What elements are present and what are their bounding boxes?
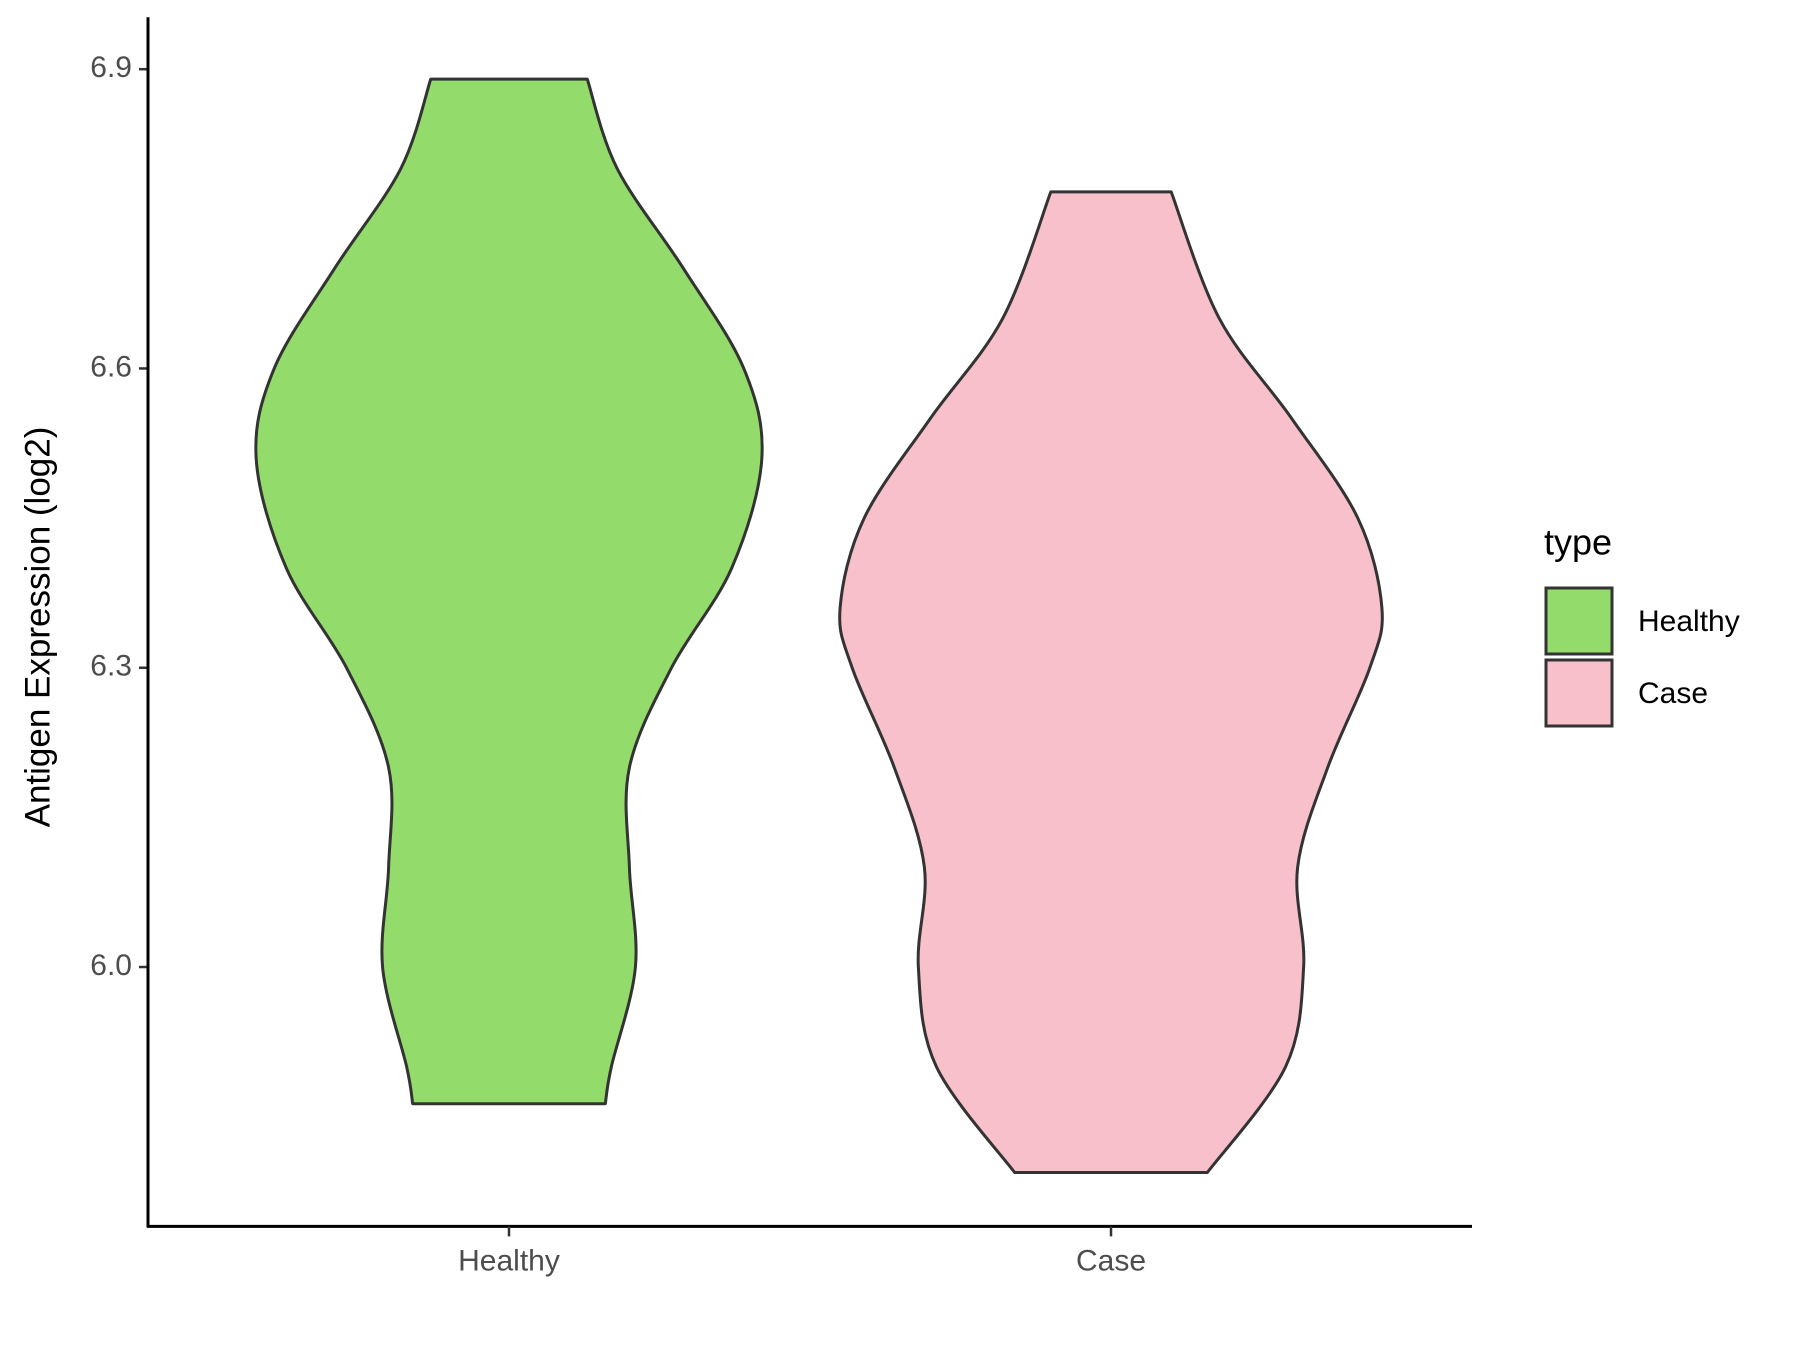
legend-label: Healthy	[1638, 605, 1740, 638]
legend-key	[1544, 658, 1614, 728]
legend-label: Case	[1638, 677, 1708, 710]
y-tick-label: 6.0	[90, 949, 132, 982]
y-tick-label: 6.9	[90, 51, 132, 84]
legend-key	[1544, 586, 1614, 656]
violin	[838, 190, 1384, 1175]
y-axis-title: Antigen Expression (log2)	[18, 427, 57, 828]
y-tick-label: 6.3	[90, 650, 132, 683]
y-tick-label: 6.6	[90, 350, 132, 383]
violin	[254, 77, 764, 1106]
x-tick-label: Healthy	[458, 1244, 560, 1277]
legend-title: type	[1544, 522, 1612, 563]
x-tick-label: Case	[1076, 1244, 1146, 1277]
